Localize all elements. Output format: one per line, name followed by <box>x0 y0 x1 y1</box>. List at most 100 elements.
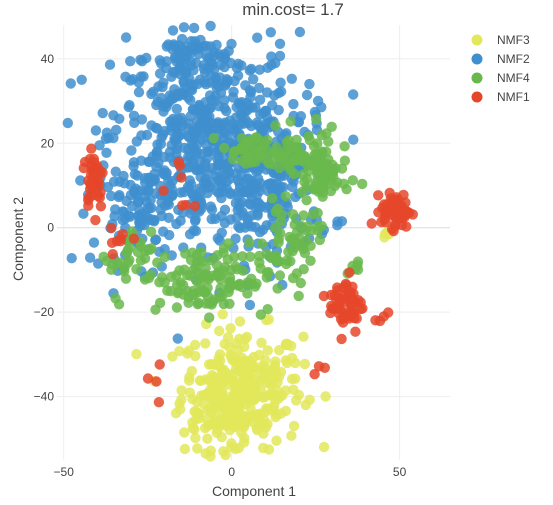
scatter-point <box>190 262 202 273</box>
scatter-point <box>184 162 196 173</box>
y-tick-label: 0 <box>47 221 54 235</box>
scatter-point <box>253 82 265 94</box>
scatter-point <box>182 181 194 193</box>
scatter-point <box>286 73 297 85</box>
scatter-point <box>230 261 241 272</box>
legend[interactable]: NMF3 NMF2 NMF4 NMF1 <box>471 33 530 104</box>
scatter-point <box>213 101 225 112</box>
scatter-point <box>205 20 216 32</box>
scatter-point <box>280 191 291 202</box>
scatter-point <box>196 246 207 258</box>
scatter-point <box>126 145 137 156</box>
scatter-point <box>86 143 97 154</box>
scatter-point <box>159 244 170 255</box>
scatter-point <box>62 117 73 129</box>
scatter-point <box>332 282 343 293</box>
scatter-point <box>203 52 214 64</box>
axis-ticks: −50 0 50 −40 −20 0 20 40 <box>34 52 407 479</box>
scatter-point <box>299 176 310 187</box>
scatter-point <box>175 404 186 415</box>
scatter-point <box>221 76 232 88</box>
scatter-point <box>344 267 355 278</box>
scatter-point <box>161 167 172 179</box>
scatter-point <box>223 286 234 298</box>
scatter-point <box>176 172 187 183</box>
scatter-point <box>345 287 356 298</box>
scatter-point <box>94 192 106 203</box>
scatter-point <box>106 237 118 248</box>
scatter-point <box>248 74 259 85</box>
scatter-point <box>195 272 206 284</box>
scatter-point <box>215 51 226 62</box>
scatter-point <box>305 255 316 266</box>
scatter-point <box>266 252 277 264</box>
scatter-point <box>161 56 172 67</box>
scatter-point <box>128 233 140 244</box>
scatter-point <box>205 201 216 212</box>
scatter-point <box>136 130 147 141</box>
scatter-point <box>208 133 219 144</box>
legend-item-nmf4[interactable]: NMF4 <box>471 71 530 85</box>
scatter-point <box>120 32 132 43</box>
scatter-point <box>287 233 298 244</box>
scatter-point <box>332 303 343 314</box>
scatter-point <box>373 190 384 201</box>
scatter-point <box>185 150 196 161</box>
scatter-point <box>339 155 351 166</box>
scatter-point <box>213 400 224 412</box>
scatter-point <box>211 388 223 399</box>
scatter-point <box>159 251 171 263</box>
x-axis-label: Component 1 <box>212 483 296 499</box>
scatter-point <box>230 443 241 455</box>
scatter-point <box>83 195 94 206</box>
scatter-point <box>224 272 236 283</box>
x-tick-label: −50 <box>54 465 75 479</box>
scatter-point <box>288 420 300 432</box>
scatter-point <box>78 208 89 219</box>
scatter-point <box>149 168 160 180</box>
scatter-point <box>144 244 156 255</box>
legend-label: NMF3 <box>497 33 530 47</box>
y-tick-label: −40 <box>34 390 55 404</box>
scatter-point <box>168 113 179 125</box>
scatter-point <box>200 298 211 309</box>
scatter-point <box>194 43 205 54</box>
scatter-point <box>254 349 265 361</box>
scatter-point <box>144 202 155 214</box>
scatter-point <box>75 175 86 186</box>
scatter-point <box>348 89 359 100</box>
scatter-point <box>154 359 165 370</box>
scatter-point <box>179 443 191 455</box>
scatter-point <box>65 78 77 89</box>
scatter-point <box>290 357 301 369</box>
scatter-point <box>260 362 271 374</box>
scatter-point <box>150 234 162 245</box>
scatter-point <box>266 388 278 399</box>
scatter-point <box>179 142 190 154</box>
scatter-point <box>167 351 178 362</box>
scatter-point <box>317 191 328 202</box>
scatter-point <box>182 269 193 281</box>
scatter-point <box>124 100 135 111</box>
scatter-point <box>198 63 210 74</box>
scatter-point <box>245 87 257 98</box>
scatter-point <box>188 225 199 236</box>
scatter-point <box>129 186 140 197</box>
scatter-point <box>176 112 187 124</box>
scatter-point <box>270 206 281 217</box>
scatter-point <box>295 277 306 289</box>
scatter-point <box>273 233 284 245</box>
legend-item-nmf3[interactable]: NMF3 <box>471 33 530 47</box>
legend-item-nmf2[interactable]: NMF2 <box>471 52 530 66</box>
scatter-point <box>166 71 177 83</box>
scatter-point <box>177 200 188 211</box>
scatter-point <box>257 392 269 403</box>
scatter-point <box>172 333 183 344</box>
scatter-point <box>203 274 214 285</box>
scatter-point <box>311 113 322 125</box>
legend-item-nmf1[interactable]: NMF1 <box>471 90 530 104</box>
scatter-point <box>145 226 157 237</box>
scatter-point <box>213 267 224 278</box>
scatter-point <box>185 94 196 106</box>
scatter-point <box>231 212 242 223</box>
